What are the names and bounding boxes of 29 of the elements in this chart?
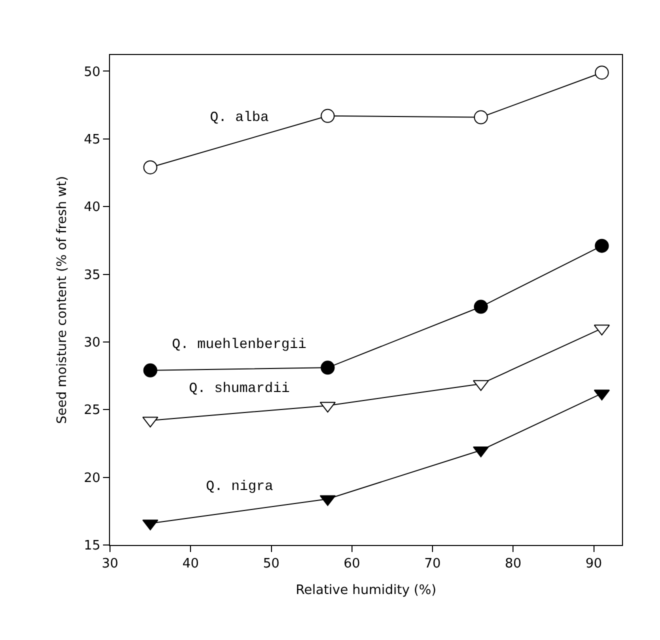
x-axis-title: Relative humidity (%) [296,583,436,598]
y-tick-label: 45 [84,132,100,148]
point [474,110,488,124]
series-label: Q. nigra [206,479,274,495]
point [143,160,158,174]
y-tick-label: 25 [84,403,100,418]
point [594,66,609,80]
y-tick-label: 15 [84,538,100,554]
point [474,300,488,314]
series-label: Q. alba [210,110,269,126]
y-tick-label: 35 [84,268,100,283]
x-tick-label: 30 [102,556,118,572]
x-tick-label: 60 [344,556,360,572]
y-tick-label: 40 [84,200,100,216]
y-tick-label: 50 [84,64,100,80]
point [320,360,335,375]
series-label: Q. shumardii [189,381,290,397]
series-label: Q. muehlenbergii [172,337,306,353]
point [594,238,609,253]
x-tick-label: 70 [424,556,441,572]
point [320,108,335,123]
x-tick-label: 40 [182,556,199,572]
x-tick-label: 80 [504,556,522,572]
x-tick-label: 90 [586,556,602,572]
y-axis-title: Seed moisture content (% of fresh wt) [54,176,70,424]
y-tick-label: 20 [84,470,100,486]
point [143,363,158,378]
x-tick-label: 50 [262,556,280,572]
y-tick-label: 30 [84,336,100,351]
